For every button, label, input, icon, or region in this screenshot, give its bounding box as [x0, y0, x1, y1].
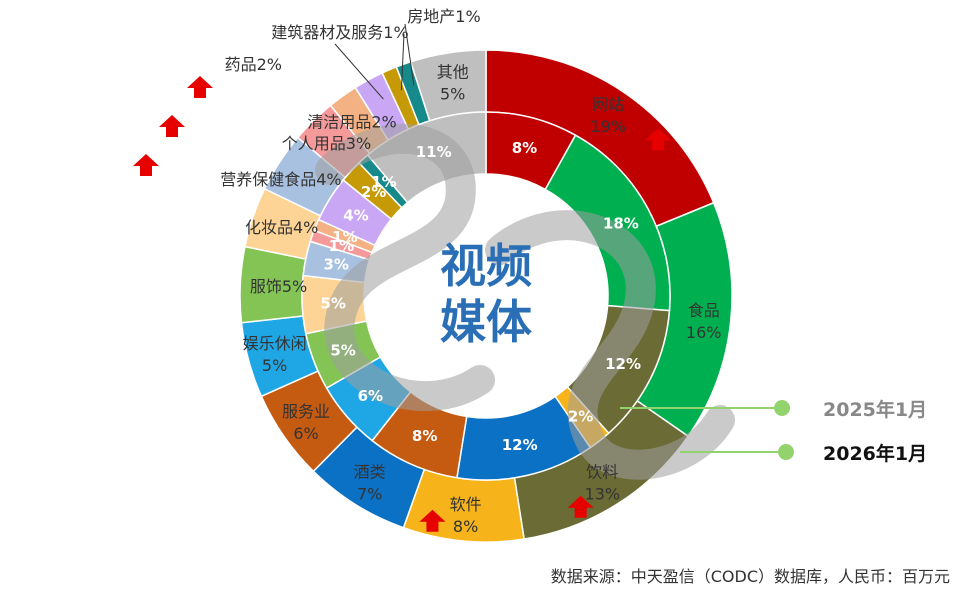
outer-name-4: 酒类	[354, 463, 386, 482]
inner-label-1: 18%	[603, 215, 639, 233]
outer-label-10: 个人用品3%	[282, 134, 371, 153]
up-arrow-3	[419, 509, 446, 532]
legend-label-2026: 2026年1月	[823, 442, 927, 465]
legend: 2025年1月 2026年1月	[620, 398, 927, 465]
inner-label-4: 12%	[502, 436, 538, 454]
watermark-stroke-1	[315, 123, 495, 411]
up-arrow-2	[567, 495, 594, 518]
center-title-line-1: 视频	[440, 239, 532, 293]
source-note: 数据来源：中天盈信（CODC）数据库，人民币：百万元	[551, 567, 950, 586]
leader-line-12	[334, 43, 384, 100]
outer-name-6: 娱乐休闲	[243, 334, 307, 353]
inner-label-9: 3%	[324, 256, 349, 274]
outer-value-4: 7%	[357, 485, 382, 504]
legend-label-2025: 2025年1月	[823, 398, 927, 421]
inner-label-10: 1%	[329, 237, 354, 255]
increase-arrows	[133, 76, 672, 532]
up-arrow-11	[187, 76, 213, 98]
inner-label-3: 2%	[568, 407, 593, 425]
inner-label-5: 8%	[412, 427, 437, 445]
inner-label-11: 1%	[332, 228, 357, 246]
outer-name-5: 服务业	[282, 402, 330, 421]
outer-label-13: 建筑器材及服务1%	[271, 23, 408, 42]
leader-line-14	[404, 23, 415, 86]
outer-name-3: 软件	[450, 495, 482, 514]
inner-label-0: 8%	[512, 139, 537, 157]
up-arrow-9	[133, 154, 159, 176]
outer-name-0: 网站	[592, 95, 624, 114]
up-arrow-10	[159, 115, 185, 137]
outer-label-7: 服饰5%	[250, 277, 307, 296]
outer-value-3: 8%	[453, 517, 478, 536]
inner-label-2: 12%	[605, 355, 641, 373]
outer-name-1: 食品	[688, 301, 720, 320]
legend-dot-2025	[774, 400, 790, 416]
outer-label-11: 清洁用品2%	[307, 112, 396, 131]
inner-label-12: 4%	[343, 206, 368, 224]
center-title-line-2: 媒体	[440, 295, 532, 349]
outer-name-2: 饮料	[586, 463, 618, 482]
inner-label-8: 5%	[320, 294, 345, 312]
outer-label-8: 化妆品4%	[245, 218, 318, 237]
inner-label-15: 11%	[416, 143, 452, 161]
watermark-logo	[315, 123, 735, 480]
outer-value-15: 5%	[440, 85, 465, 104]
outer-name-15: 其他	[437, 63, 469, 82]
outer-label-14: 房地产1%	[407, 7, 480, 26]
outer-value-6: 5%	[262, 356, 287, 375]
outer-label-12: 药品2%	[225, 55, 282, 74]
inner-label-13: 2%	[361, 183, 386, 201]
legend-dot-2026	[778, 444, 794, 460]
slice-labels: 8%18%12%2%12%8%6%5%5%3%1%1%4%2%1%11%网站19…	[220, 7, 721, 536]
leader-line-13	[400, 33, 405, 91]
up-arrow-0	[645, 128, 672, 151]
outer-value-0: 19%	[590, 117, 626, 136]
outer-value-2: 13%	[585, 485, 621, 504]
inner-label-7: 5%	[330, 342, 355, 360]
inner-label-14: 1%	[371, 173, 396, 191]
outer-value-5: 6%	[293, 424, 318, 443]
watermark-stroke-2	[485, 210, 735, 480]
outer-label-9: 营养保健食品4%	[220, 170, 341, 189]
outer-value-1: 16%	[686, 323, 722, 342]
inner-label-6: 6%	[358, 387, 383, 405]
